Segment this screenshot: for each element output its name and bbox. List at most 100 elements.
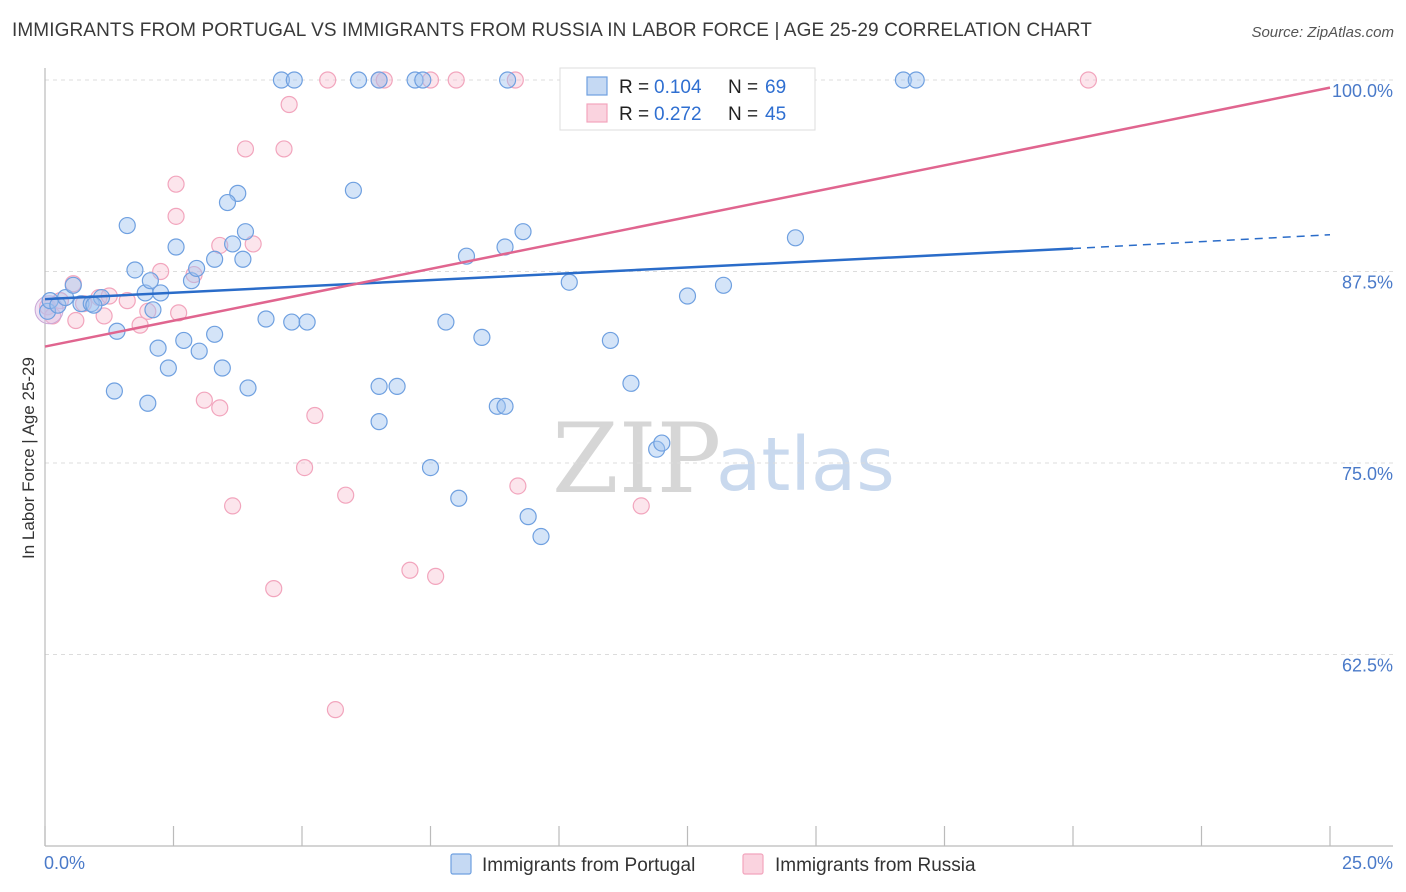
portugal-trend-extension xyxy=(1072,233,1331,250)
portugal-point-26 xyxy=(159,359,177,377)
y-axis-label: In Labor Force | Age 25-29 xyxy=(19,357,38,559)
bottom-legend-portugal: Immigrants from Portugal xyxy=(482,855,695,876)
russia-point-14 xyxy=(167,175,185,193)
portugal-point-52 xyxy=(560,273,578,291)
y-tick-label-1: 87.5% xyxy=(1342,273,1393,293)
portugal-point-27 xyxy=(175,331,193,350)
portugal-point-18 xyxy=(206,250,224,268)
portugal-point-46 xyxy=(496,397,514,415)
portugal-point-15 xyxy=(167,238,185,256)
portugal-point-19 xyxy=(224,235,242,253)
trend-lines xyxy=(44,86,1331,348)
portugal-point-44 xyxy=(473,328,491,346)
portugal-point-30 xyxy=(213,359,231,377)
russia-point-31 xyxy=(427,567,445,585)
portugal-point-38 xyxy=(370,377,388,395)
portugal-point-59 xyxy=(786,229,805,247)
portugal-point-42 xyxy=(437,313,455,331)
portugal-point-40 xyxy=(370,413,388,431)
portugal-point-17 xyxy=(188,259,206,278)
russia-point-34 xyxy=(319,71,337,89)
russia-point-33 xyxy=(632,497,650,515)
bottom-legend-swatch-russia xyxy=(742,853,764,875)
portugal-point-68 xyxy=(907,71,925,89)
portugal-point-51 xyxy=(532,527,550,546)
portugal-point-23 xyxy=(218,193,237,212)
portugal-point-29 xyxy=(206,325,224,343)
portugal-point-25 xyxy=(149,339,167,357)
russia-point-4 xyxy=(67,311,85,330)
portugal-point-37 xyxy=(344,181,362,199)
russia-point-23 xyxy=(280,95,298,114)
portugal-point-61 xyxy=(285,71,303,89)
legend-r-label-portugal: R = xyxy=(619,77,649,98)
y-tick-label-3: 62.5% xyxy=(1342,656,1393,676)
portugal-point-57 xyxy=(678,287,697,305)
portugal-point-49 xyxy=(514,223,532,241)
y-tick-label-0: 100.0% xyxy=(1332,81,1393,101)
portugal-point-10 xyxy=(126,261,144,279)
portugal-point-0 xyxy=(38,302,57,320)
portugal-point-58 xyxy=(714,276,733,294)
russia-point-29 xyxy=(265,580,283,598)
russia-point-36 xyxy=(375,71,393,89)
portugal-point-32 xyxy=(139,394,157,412)
portugal-point-28 xyxy=(190,342,208,360)
portugal-point-35 xyxy=(283,313,301,331)
portugal-point-9 xyxy=(118,216,136,235)
russia-point-7 xyxy=(95,307,113,325)
portugal-point-33 xyxy=(239,379,257,397)
chart-title: IMMIGRANTS FROM PORTUGAL VS IMMIGRANTS F… xyxy=(12,20,1092,41)
portugal-point-54 xyxy=(622,374,640,392)
portugal-point-47 xyxy=(450,489,468,507)
x-axis-ticks xyxy=(44,826,1331,846)
legend-n-label-russia: N = xyxy=(728,104,758,125)
portugal-point-8 xyxy=(85,296,103,314)
watermark-zip: ZIP xyxy=(552,403,721,515)
russia-point-27 xyxy=(337,486,355,504)
source-label: Source: ZipAtlas.com xyxy=(1251,24,1394,41)
russia-point-22 xyxy=(275,140,293,158)
portugal-point-63 xyxy=(370,71,388,89)
y-tick-label-2: 75.0% xyxy=(1342,464,1393,484)
legend-r-label-russia: R = xyxy=(619,104,649,125)
portugal-point-14 xyxy=(144,301,162,319)
bottom-legend-russia: Immigrants from Russia xyxy=(775,855,976,876)
portugal-point-4 xyxy=(64,276,82,294)
legend-n-value-portugal: 69 xyxy=(765,77,786,98)
y-tick-labels: 100.0% 87.5% 75.0% 62.5% xyxy=(1332,81,1393,676)
portugal-point-66 xyxy=(499,71,517,89)
legend-r-value-russia: 0.272 xyxy=(654,104,702,125)
russia-point-17 xyxy=(195,391,213,409)
portugal-points xyxy=(38,71,925,546)
russia-point-21 xyxy=(244,235,262,253)
bottom-legend: Immigrants from Portugal Immigrants from… xyxy=(450,853,976,876)
russia-point-30 xyxy=(401,561,419,579)
russia-point-20 xyxy=(236,140,255,158)
legend-swatch-russia xyxy=(586,103,608,123)
portugal-point-39 xyxy=(388,377,406,395)
russia-point-24 xyxy=(295,458,314,477)
watermark-atlas: atlas xyxy=(716,422,895,508)
portugal-point-36 xyxy=(298,313,316,331)
russia-point-32 xyxy=(509,477,527,495)
portugal-point-20 xyxy=(236,223,255,241)
portugal-point-13 xyxy=(141,272,159,290)
gridlines xyxy=(45,79,1393,655)
bottom-legend-swatch-portugal xyxy=(450,853,472,875)
russia-point-38 xyxy=(447,71,465,89)
portugal-point-67 xyxy=(894,71,912,89)
x-tick-label-max: 25.0% xyxy=(1342,853,1393,873)
legend-r-value-portugal: 0.104 xyxy=(654,77,702,98)
portugal-point-21 xyxy=(234,250,252,268)
russia-trend-line xyxy=(44,86,1331,348)
russia-point-13 xyxy=(167,207,185,225)
x-tick-label-min: 0.0% xyxy=(44,853,85,873)
russia-point-9 xyxy=(118,292,136,310)
portugal-point-62 xyxy=(349,71,368,89)
portugal-point-56 xyxy=(653,434,671,452)
portugal-point-53 xyxy=(601,331,620,350)
legend-swatch-portugal xyxy=(586,76,608,96)
portugal-point-31 xyxy=(105,382,123,400)
